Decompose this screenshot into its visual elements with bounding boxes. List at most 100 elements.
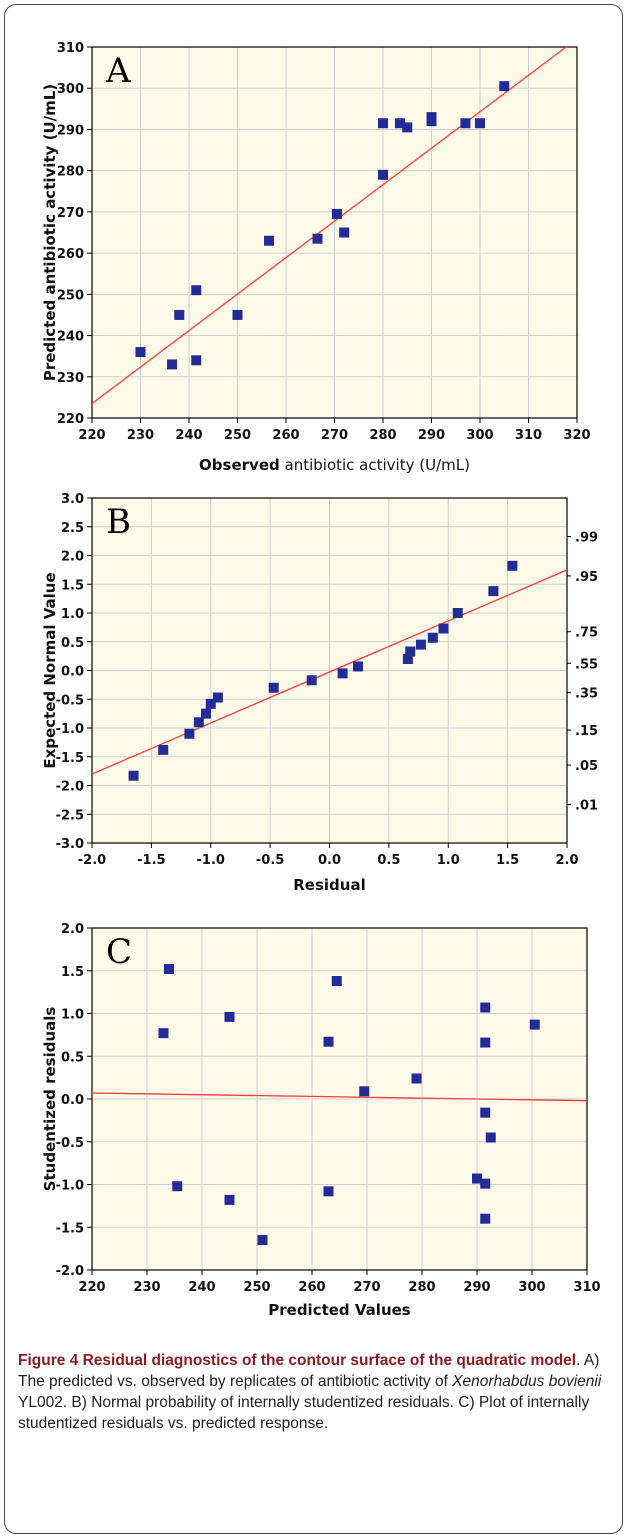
data-point [331,208,342,219]
data-point [378,118,388,129]
y-tick-label: 310 [57,41,84,56]
data-point [485,1132,496,1143]
data-point [232,309,243,320]
data-point [415,639,426,650]
data-point [359,1086,370,1097]
data-point [264,235,275,246]
data-point [438,623,449,634]
right-tick-label: .75 [575,626,598,641]
x-tick-label: 1.0 [437,853,460,868]
caption-species: Xenorhabdus bovienii [452,1373,602,1390]
x-tick-label: 270 [321,428,348,443]
right-tick-label: .35 [575,687,598,702]
y-tick-label: -3.0 [56,837,84,852]
data-point [353,661,363,672]
y-tick-label: 1.0 [61,607,84,622]
data-point [402,122,413,133]
data-point [193,717,204,728]
x-tick-label: 310 [515,428,542,443]
data-point [128,770,139,781]
x-tick-label: 280 [408,1280,435,1295]
data-point [480,1037,491,1048]
data-point [480,1002,491,1013]
right-tick-label: .95 [575,570,598,585]
chart-panel-b: -2.0 -1.5 -1.0 -0.5 0.0 0.5 1.0 1.5 2.0 -3.0 -2.5 -… [41,492,598,894]
data-point [426,112,437,123]
data-point [427,632,438,643]
x-tick-label: 220 [78,428,105,443]
y-tick-label: 300 [57,82,84,97]
data-point [480,1107,491,1118]
data-point [184,728,195,739]
x-tick-label: 0.5 [377,853,400,868]
data-point [402,654,413,664]
data-point [480,1213,491,1224]
data-point [460,118,471,129]
y-tick-label: 2.0 [61,550,84,565]
y-tick-label: 280 [57,165,84,180]
y-tick-label: -1.0 [56,722,84,737]
caption-title: Figure 4 Residual diagnostics of the con… [18,1352,577,1369]
x-tick-label: 260 [272,428,299,443]
y-tick-label: -2.0 [56,1264,84,1279]
right-tick-label: .15 [575,724,598,739]
x-tick-label: -1.5 [137,853,165,868]
data-point [323,1036,334,1047]
y-tick-label: 250 [57,288,84,303]
y-tick-label: 290 [57,123,84,138]
data-point [312,233,323,244]
data-point [480,1178,491,1189]
y-tick-label: 0.5 [61,1050,84,1065]
panel-letter: C [106,932,132,972]
x-axis-title: Observed antibiotic activity (U/mL) [199,456,470,474]
x-tick-label: 230 [127,428,154,443]
data-point [158,1028,169,1039]
panel-letter: B [106,502,131,542]
x-tick-label: -1.0 [197,853,225,868]
x-axis-title-bold: Observed [199,456,280,474]
data-point [257,1235,268,1246]
data-point [191,285,202,296]
chart-panel-a: 220 230 240 250 260 270 280 290 300 310 320 220 230 2… [41,41,591,474]
x-tick-label: 310 [573,1280,600,1295]
data-point [529,1019,540,1030]
plot-border [91,927,588,1271]
fit-line [92,47,568,405]
x-tick-label: 290 [418,428,445,443]
x-axis-title: Predicted Values [268,1301,411,1319]
data-point [135,347,146,358]
x-tick-label: 320 [563,428,590,443]
y-tick-label: -2.5 [56,808,84,823]
y-tick-label: 2.5 [61,521,84,536]
x-tick-label: 240 [175,428,202,443]
caption-text-1: . A) The predicted vs. observed by repli… [18,1352,600,1390]
fit-line [92,569,567,775]
x-axis-title: Residual [293,876,365,894]
plot-border [91,46,578,419]
x-tick-label: 220 [78,1280,105,1295]
x-tick-label: 290 [463,1280,490,1295]
data-point [405,646,416,657]
data-point [378,169,388,180]
data-point [411,1073,422,1084]
x-tick-label: 0.0 [318,853,341,868]
y-tick-label: 220 [57,412,84,427]
data-point [394,118,405,129]
y-tick-label: 1.5 [61,578,84,593]
data-point [499,81,510,92]
right-tick-label: .99 [575,531,598,546]
plot-border [91,497,568,844]
x-tick-label: 1.5 [496,853,519,868]
data-point [488,586,499,597]
panel-letter: A [105,51,131,91]
data-point [452,608,463,618]
data-point [331,976,342,987]
data-point [201,708,211,719]
y-axis-title: Predicted antibiotic activity (U/mL) [41,84,59,381]
y-tick-label: 260 [57,247,84,262]
y-tick-label: -1.0 [56,1179,84,1194]
data-point [174,309,185,320]
y-tick-label: -2.0 [56,780,84,795]
data-point [337,668,348,679]
